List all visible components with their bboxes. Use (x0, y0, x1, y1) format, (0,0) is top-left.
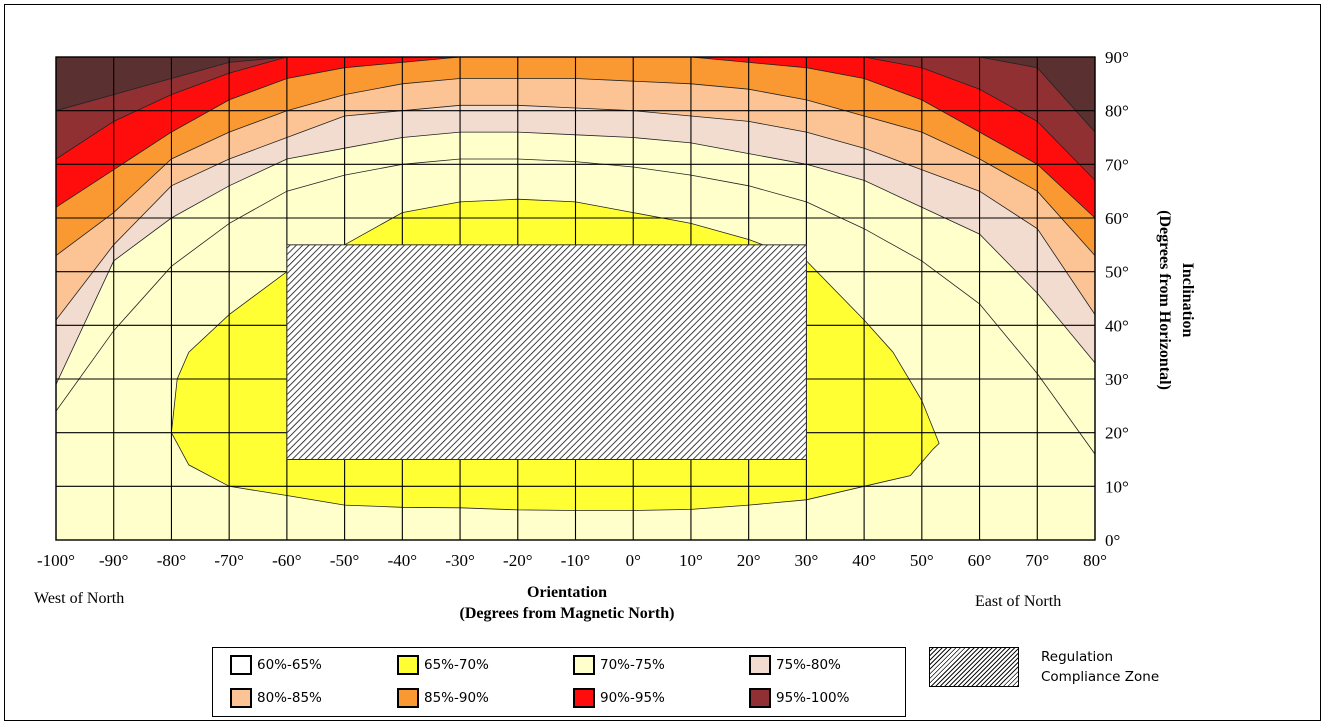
x-tick-label: -40° (388, 551, 417, 570)
x-axis-subtitle: (Degrees from Magnetic North) (460, 605, 675, 622)
x-tick-label: -60° (272, 551, 301, 570)
y-tick-label: 50° (1105, 263, 1129, 282)
x-tick-label: -90° (99, 551, 128, 570)
legend-swatch (573, 688, 595, 708)
x-tick-labels: -100° -90° -80° -70° -60° -50° -40° -30° -20° -10… (37, 551, 1107, 570)
x-tick-label: 30° (794, 551, 818, 570)
x-tick-label: 50° (910, 551, 934, 570)
x-tick-label: 40° (852, 551, 876, 570)
legend: 60%-65% 65%-70% 70%-75% 75%-80% 80%-85% … (212, 647, 906, 717)
y-tick-label: 70° (1105, 155, 1129, 174)
legend-swatch (397, 655, 419, 675)
x-tick-label: -70° (214, 551, 243, 570)
legend-item-80-85: 80%-85% (230, 687, 322, 709)
legend-item-75-80: 75%-80% (749, 654, 841, 676)
y-tick-label: 80° (1105, 102, 1129, 121)
regulation-zone-layer (286, 244, 807, 460)
y-tick-label: 0° (1105, 531, 1120, 550)
x-tick-label: -50° (330, 551, 359, 570)
y-tick-labels: 0° 10° 20° 30° 40° 50° 60° 70° 80° 90° (1105, 48, 1129, 550)
west-of-north-label: West of North (34, 590, 124, 607)
legend-label: 85%-90% (424, 690, 489, 706)
plot-border (55, 56, 1096, 541)
x-tick-label: 80° (1083, 551, 1107, 570)
x-tick-label: 70° (1025, 551, 1049, 570)
x-tick-label: 10° (679, 551, 703, 570)
y-tick-label: 20° (1105, 424, 1129, 443)
y-axis-title: Inclination (1179, 263, 1196, 338)
legend-label: 70%-75% (600, 657, 665, 673)
regulation-zone-label: Regulation Compliance Zone (1041, 649, 1160, 685)
legend-label: 80%-85% (257, 690, 322, 706)
legend-label: 65%-70% (424, 657, 489, 673)
x-tick-label: 20° (737, 551, 761, 570)
legend-label: 60%-65% (257, 657, 322, 673)
regulation-zone-legend: Regulation Compliance Zone (929, 647, 1199, 692)
legend-item-85-90: 85%-90% (397, 687, 489, 709)
x-tick-label: -80° (157, 551, 186, 570)
y-tick-label: 10° (1105, 477, 1129, 496)
y-tick-label: 60° (1105, 209, 1129, 228)
x-tick-label: -30° (445, 551, 474, 570)
legend-label: 75%-80% (776, 657, 841, 673)
legend-swatch (230, 688, 252, 708)
legend-item-60-65: 60%-65% (230, 654, 322, 676)
legend-swatch (749, 655, 771, 675)
legend-swatch (573, 655, 595, 675)
y-tick-label: 40° (1105, 316, 1129, 335)
regulation-compliance-zone (286, 244, 807, 460)
legend-item-65-70: 65%-70% (397, 654, 489, 676)
legend-swatch (230, 655, 252, 675)
legend-swatch (749, 688, 771, 708)
legend-swatch (397, 688, 419, 708)
x-tick-label: 60° (968, 551, 992, 570)
x-tick-label: -20° (503, 551, 532, 570)
y-tick-label: 90° (1105, 48, 1129, 67)
east-of-north-label: East of North (975, 593, 1061, 610)
legend-label: 95%-100% (776, 690, 850, 706)
legend-item-95-100: 95%-100% (749, 687, 849, 709)
x-axis-title: Orientation (527, 584, 607, 601)
legend-item-70-75: 70%-75% (573, 654, 665, 676)
y-tick-label: 30° (1105, 370, 1129, 389)
legend-item-90-95: 90%-95% (573, 687, 665, 709)
hatch-swatch (929, 647, 1019, 687)
x-tick-label: -100° (37, 551, 75, 570)
x-tick-label: 0° (626, 551, 641, 570)
x-tick-label: -10° (561, 551, 590, 570)
legend-label: 90%-95% (600, 690, 665, 706)
y-axis-subtitle: (Degrees from Horizontal) (1156, 210, 1173, 390)
